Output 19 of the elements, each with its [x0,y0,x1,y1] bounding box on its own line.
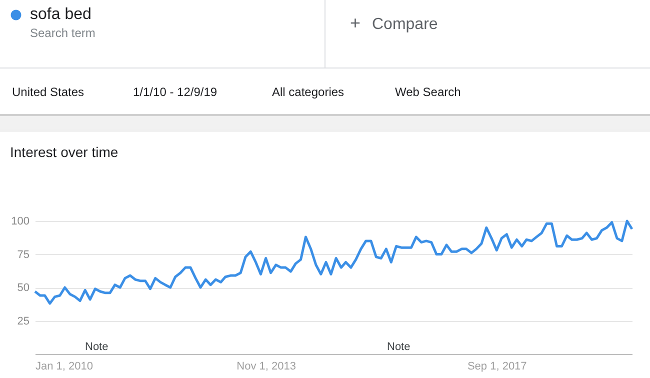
text: United States [12,85,84,99]
x-tick-label: Jan 1, 2010 [36,360,93,372]
y-tick-label: 50 [17,282,30,294]
y-tick-label: 75 [17,248,30,261]
text: Compare [372,16,438,33]
annotation: Note [387,341,410,353]
legend-label: sofa bed [30,6,92,23]
x-tick-label: Sep 1, 2017 [467,360,527,372]
text: Search term [30,26,96,40]
x-tick-label: Nov 1, 2013 [236,360,296,372]
text: Web Search [395,85,461,99]
line-series [34,220,634,305]
y-tick-label: 25 [17,315,30,328]
chart-title: Interest over time [10,144,118,160]
text: 1/1/10 - 12/9/19 [133,85,218,99]
annotation: Note [85,341,108,353]
y-tick-label: 100 [11,216,30,228]
text: + [350,13,361,33]
text: All categories [272,85,344,99]
